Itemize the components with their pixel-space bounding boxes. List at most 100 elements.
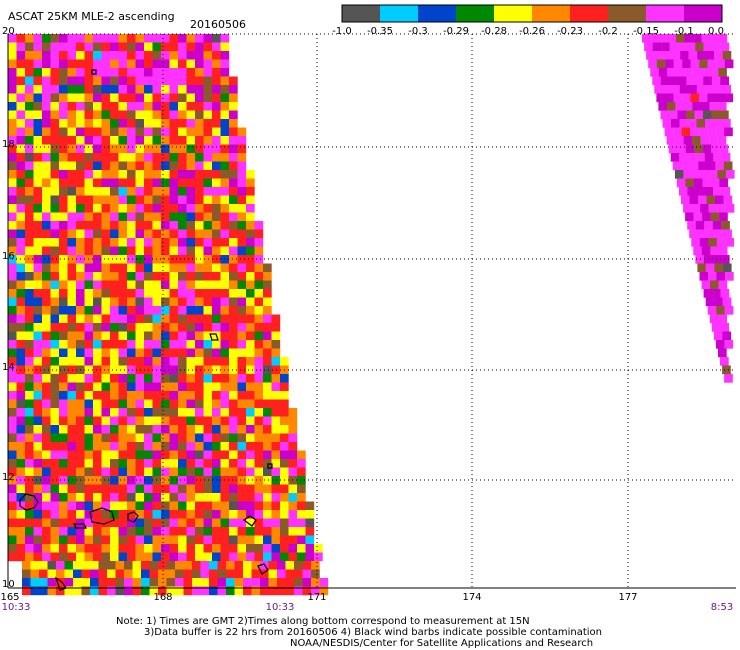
data-cell — [33, 408, 43, 417]
data-cell — [169, 527, 179, 536]
data-cell — [169, 119, 179, 128]
data-cell — [178, 272, 187, 281]
data-cell — [25, 493, 34, 502]
data-cell — [288, 510, 298, 519]
data-cell — [67, 280, 77, 290]
data-cell — [76, 161, 85, 171]
data-cell — [33, 501, 43, 511]
data-cell — [135, 102, 145, 111]
data-cell — [220, 161, 230, 171]
data-cell — [50, 467, 60, 477]
data-cell — [697, 263, 707, 273]
data-cell — [706, 195, 716, 205]
data-cell — [305, 535, 315, 545]
data-cell — [127, 153, 136, 162]
data-cell — [229, 535, 238, 545]
data-cell — [178, 136, 187, 145]
data-cell — [33, 93, 43, 103]
footnote-line: Note: 1) Times are GMT 2)Times along bot… — [116, 616, 530, 627]
data-cell — [42, 85, 51, 94]
data-cell — [660, 76, 670, 86]
data-cell — [127, 34, 136, 43]
data-cell — [39, 569, 48, 579]
data-cell — [135, 238, 145, 247]
data-cell — [59, 493, 68, 502]
data-cell — [110, 119, 119, 128]
data-cell — [195, 433, 204, 443]
data-cell — [152, 510, 162, 519]
data-cell — [169, 246, 179, 256]
data-cell — [687, 221, 696, 230]
island-outline — [73, 523, 87, 529]
data-cell — [50, 136, 60, 145]
data-cell — [110, 399, 119, 409]
data-cell — [127, 85, 136, 94]
data-cell — [254, 306, 264, 315]
data-cell — [229, 195, 238, 205]
data-cell — [93, 280, 102, 290]
data-cell — [67, 416, 77, 426]
data-cell — [144, 306, 153, 315]
data-cell — [16, 297, 26, 307]
data-cell — [166, 578, 176, 587]
data-cell — [76, 76, 85, 86]
data-cell — [16, 59, 26, 69]
data-cell — [169, 127, 179, 137]
data-cell — [263, 263, 272, 273]
data-cell — [76, 527, 85, 536]
data-cell — [59, 552, 68, 562]
data-cell — [237, 391, 247, 400]
data-cell — [229, 314, 238, 324]
data-cell — [161, 93, 170, 103]
data-cell — [101, 467, 111, 477]
data-cell — [33, 127, 43, 137]
data-cell — [135, 399, 145, 409]
data-cell — [161, 212, 170, 222]
data-cell — [693, 178, 703, 188]
data-cell — [161, 195, 170, 205]
data-cell — [67, 306, 77, 315]
data-cell — [689, 195, 699, 205]
data-cell — [704, 221, 713, 230]
data-cell — [67, 425, 77, 434]
data-cell — [118, 382, 128, 392]
data-cell — [101, 510, 111, 519]
data-cell — [669, 76, 678, 86]
data-cell — [667, 34, 677, 43]
data-cell — [288, 544, 298, 553]
data-cell — [305, 544, 315, 553]
data-cell — [715, 93, 725, 103]
data-cell — [16, 119, 26, 128]
data-cell — [8, 289, 17, 298]
data-cell — [212, 518, 221, 528]
data-cell — [50, 272, 60, 281]
data-cell — [76, 212, 85, 222]
data-cell — [93, 348, 102, 358]
data-cell — [234, 578, 244, 587]
data-cell — [25, 246, 34, 256]
data-cell — [673, 59, 683, 69]
data-cell — [237, 255, 247, 264]
data-cell — [135, 136, 145, 145]
data-cell — [56, 578, 65, 587]
data-cell — [135, 127, 145, 137]
data-cell — [25, 450, 34, 460]
data-cell — [8, 59, 17, 69]
colorbar-label: -0.1 — [674, 26, 694, 37]
data-cell — [203, 34, 213, 43]
data-cell — [110, 425, 119, 434]
data-cell — [169, 357, 179, 366]
data-cell — [33, 391, 43, 400]
data-cell — [195, 289, 204, 298]
data-cell — [144, 289, 153, 298]
data-cell — [59, 348, 68, 358]
data-cell — [217, 586, 227, 596]
data-cell — [118, 187, 128, 196]
data-cell — [720, 357, 729, 366]
data-cell — [246, 442, 255, 451]
data-cell — [229, 374, 238, 383]
data-cell — [67, 493, 77, 502]
data-cell — [271, 348, 281, 358]
data-cell — [237, 289, 247, 298]
data-cell — [25, 76, 34, 86]
